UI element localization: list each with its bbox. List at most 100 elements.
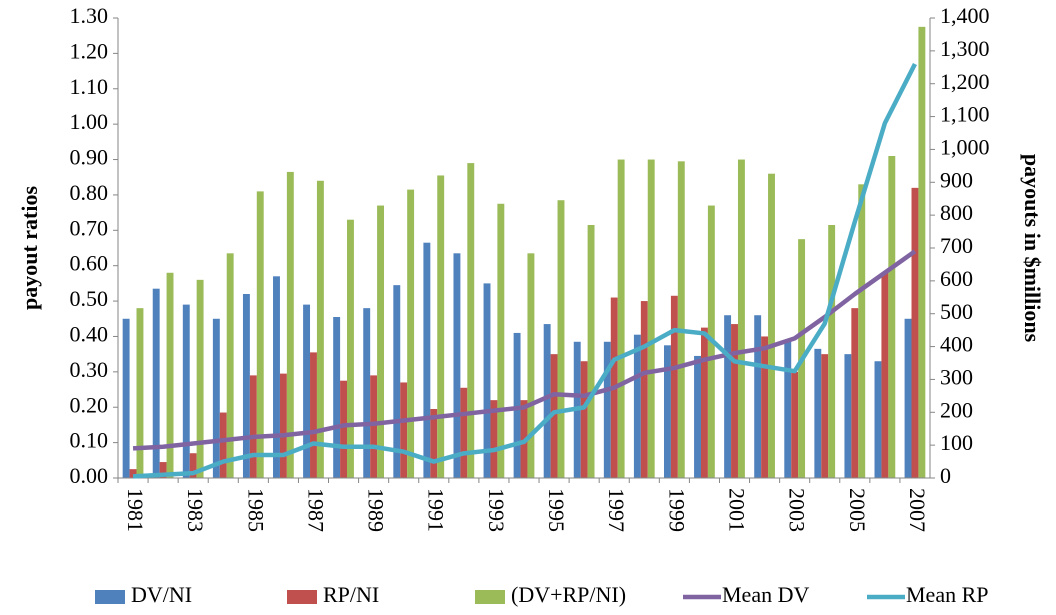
bar: [256, 191, 264, 478]
x-tick-label: 1981: [123, 488, 148, 532]
y-tick-label: 0.60: [70, 251, 109, 276]
bar: [580, 361, 588, 478]
bar: [768, 173, 775, 478]
bar: [550, 354, 558, 478]
bar: [737, 159, 745, 479]
y2-tick-label: 1,400: [940, 3, 990, 28]
bar: [333, 317, 341, 478]
bar: [874, 361, 882, 478]
bar: [453, 253, 461, 478]
legend-label: Mean RP: [906, 582, 989, 607]
bar: [316, 180, 324, 478]
bar: [700, 327, 708, 478]
bar: [273, 276, 280, 478]
x-tick-label: 1991: [424, 488, 449, 532]
bar: [814, 348, 822, 478]
x-tick-label: 1987: [303, 488, 328, 532]
bar: [888, 156, 896, 478]
bar: [677, 161, 685, 479]
y2-tick-label: 0: [940, 463, 951, 488]
y2-tick-label: 400: [940, 332, 973, 357]
y2-tick-label: 1,100: [940, 102, 990, 127]
bar: [543, 324, 551, 478]
y2-tick-label: 700: [940, 233, 973, 258]
y2-tick-label: 600: [940, 266, 973, 291]
bar: [310, 352, 317, 478]
bar: [286, 171, 294, 478]
bar: [393, 285, 401, 478]
legend-swatch: [287, 590, 317, 604]
bar: [603, 341, 611, 478]
bar: [423, 242, 431, 478]
bar: [587, 225, 595, 478]
bar: [400, 382, 408, 478]
x-tick-label: 1993: [484, 488, 509, 532]
x-tick-label: 1989: [364, 488, 389, 532]
bar: [640, 301, 648, 478]
bar: [754, 315, 762, 478]
bar: [363, 308, 371, 478]
legend-label: DV/NI: [131, 582, 192, 607]
x-tick-label: 2003: [785, 488, 810, 532]
y2-tick-label: 1,300: [940, 36, 990, 61]
bar: [821, 354, 829, 478]
y-tick-label: 0.20: [70, 392, 109, 417]
x-tick-label: 1983: [183, 488, 208, 532]
bar: [122, 318, 130, 478]
x-tick-label: 2007: [905, 488, 930, 532]
line-series: [132, 62, 917, 479]
y-tick-label: 1.10: [70, 74, 109, 99]
bar: [182, 304, 190, 478]
y-tick-label: 0.80: [70, 180, 109, 205]
y-tick-label: 0.70: [70, 215, 109, 240]
bar: [407, 189, 415, 478]
y2-tick-label: 500: [940, 299, 973, 324]
bar: [196, 279, 204, 478]
bar: [497, 203, 505, 478]
bar: [791, 371, 799, 478]
bar: [557, 200, 565, 478]
y2-tick-label: 800: [940, 200, 973, 225]
bar: [279, 373, 287, 478]
bar: [166, 272, 174, 478]
bar: [370, 375, 378, 478]
legend-label: RP/NI: [323, 582, 379, 607]
legend-swatch: [475, 590, 505, 604]
y-tick-label: 0.00: [70, 463, 109, 488]
y2-tick-label: 300: [940, 364, 973, 389]
y-tick-label: 0.40: [70, 322, 109, 347]
bar: [460, 387, 468, 478]
y2-tick-label: 200: [940, 397, 973, 422]
y-tick-label: 0.90: [70, 145, 109, 170]
y2-tick-label: 1,200: [940, 69, 990, 94]
bar: [617, 159, 625, 479]
bar: [212, 318, 220, 478]
bar: [152, 288, 160, 478]
y-axis-title: payout ratios: [17, 186, 42, 311]
bar: [377, 205, 385, 479]
bar: [490, 400, 498, 478]
bar: [527, 253, 535, 478]
bar: [483, 283, 491, 478]
legend-label: Mean DV: [722, 582, 809, 607]
bar: [219, 412, 227, 478]
bar: [828, 225, 836, 478]
bar: [731, 324, 738, 478]
y-tick-label: 0.30: [70, 357, 109, 382]
legend-label: (DV+RP/NI): [511, 582, 626, 607]
x-tick-label: 2005: [845, 488, 870, 532]
bar: [467, 163, 475, 479]
bar: [430, 409, 438, 478]
bar: [189, 453, 197, 478]
bar: [918, 26, 926, 478]
legend-swatch: [95, 590, 125, 604]
y2-tick-label: 900: [940, 167, 973, 192]
x-tick-label: 1995: [544, 488, 569, 532]
bar: [663, 345, 671, 478]
y2-tick-label: 100: [940, 430, 973, 455]
bar: [881, 272, 889, 478]
y-tick-label: 1.30: [70, 3, 109, 28]
y-tick-label: 1.00: [70, 109, 109, 134]
